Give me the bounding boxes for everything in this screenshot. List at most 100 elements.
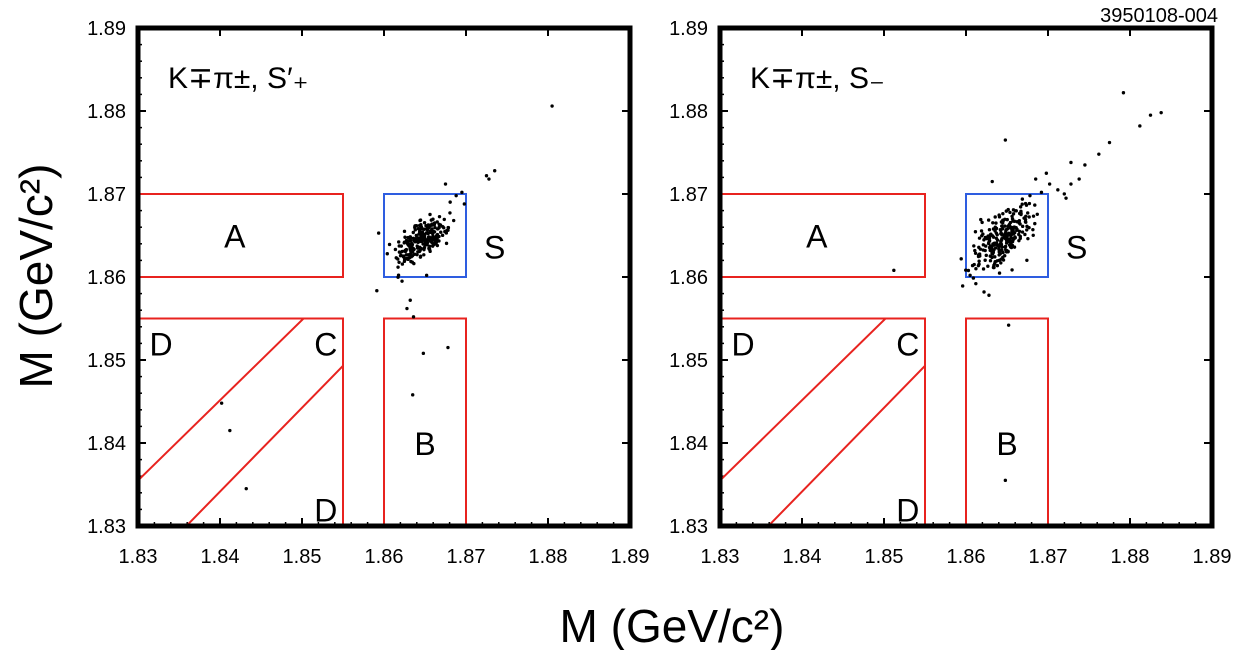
x-tick-label: 1.83 [119, 546, 158, 568]
x-tick-label: 1.88 [529, 546, 568, 568]
plot-frame [717, 25, 1215, 529]
signal-point [1003, 245, 1007, 249]
signal-point [1018, 205, 1023, 209]
signal-point [1026, 211, 1030, 215]
diagonal-line-upper [138, 318, 305, 482]
data-point [1077, 177, 1081, 181]
signal-point [1006, 250, 1010, 254]
signal-point [981, 243, 986, 247]
signal-point [981, 267, 986, 271]
data-point [487, 177, 491, 181]
region-C-diagonals [720, 318, 925, 526]
signal-point [1000, 233, 1004, 237]
signal-point [400, 249, 404, 254]
region-label-D-lower: D [896, 492, 919, 528]
region-label-A: A [806, 219, 828, 255]
signal-point [406, 242, 410, 247]
signal-point [986, 218, 991, 222]
signal-point [1013, 236, 1017, 240]
y-tick-label: 1.89 [87, 18, 126, 40]
signal-point [1027, 215, 1031, 219]
signal-point [429, 218, 434, 222]
signal-point [416, 246, 420, 250]
signal-point [1033, 221, 1037, 226]
signal-point [1001, 258, 1006, 262]
y-tick-label: 1.83 [87, 516, 126, 538]
signal-point [403, 235, 407, 239]
y-tick-label: 1.84 [87, 433, 126, 455]
signal-point [973, 230, 978, 234]
signal-point [987, 228, 992, 232]
signal-point [1002, 233, 1007, 237]
signal-point [999, 242, 1003, 246]
signal-point [1020, 230, 1025, 234]
data-point [1083, 163, 1087, 167]
signal-point [411, 230, 415, 235]
signal-point [431, 234, 435, 239]
signal-point [1011, 212, 1016, 216]
data-point [1003, 478, 1008, 483]
data-point [446, 345, 450, 350]
signal-point [1062, 192, 1067, 196]
signal-point [1008, 220, 1013, 225]
data-point [228, 428, 232, 433]
data-point [424, 273, 429, 278]
signal-point [427, 247, 431, 251]
signal-point [431, 244, 435, 248]
x-tick-label: 1.86 [947, 546, 986, 568]
signal-point [988, 248, 992, 253]
x-tick-label: 1.84 [201, 546, 240, 568]
region-B-box [383, 317, 467, 527]
region-label-B: B [996, 426, 1017, 462]
region-label-S: S [484, 229, 505, 265]
signal-point [972, 262, 976, 267]
signal-point [1001, 250, 1005, 255]
data-point [219, 401, 224, 405]
signal-point [1033, 203, 1037, 207]
y-tick-label: 1.83 [669, 516, 708, 538]
signal-point [987, 240, 991, 245]
data-point [400, 279, 404, 283]
signal-point [1027, 201, 1032, 206]
y-tick-label: 1.87 [87, 184, 126, 206]
signal-point [435, 227, 440, 231]
y-axis-title: M (GeV/c²) [10, 164, 62, 389]
signal-point [393, 247, 398, 252]
diagonal-line-lower [766, 364, 925, 526]
x-tick-label: 1.87 [447, 546, 486, 568]
x-tick-label: 1.85 [283, 546, 322, 568]
signal-point [1025, 258, 1029, 262]
region-label-S: S [1066, 229, 1087, 265]
signal-point [1005, 227, 1010, 231]
signal-point [987, 245, 992, 250]
y-tick-label: 1.85 [87, 350, 126, 372]
signal-point [1025, 224, 1029, 229]
signal-point [1001, 255, 1005, 259]
signal-point [1020, 202, 1024, 206]
signal-point [430, 231, 435, 236]
region-C-diagonals [138, 318, 343, 526]
signal-point [1035, 212, 1039, 217]
signal-point [984, 253, 988, 258]
signal-point [424, 231, 429, 235]
signal-point [375, 289, 379, 293]
signal-point [976, 263, 981, 268]
x-tick-label: 1.83 [701, 546, 740, 568]
signal-point [1006, 207, 1010, 212]
signal-point [442, 226, 446, 230]
signal-point [413, 224, 417, 228]
y-tick-label: 1.87 [669, 184, 708, 206]
region-label-C: C [896, 326, 919, 362]
signal-point [376, 231, 381, 235]
signal-point [991, 221, 995, 225]
signal-point [439, 230, 443, 234]
signal-point [1023, 220, 1028, 224]
signal-point [1024, 214, 1028, 219]
signal-point [999, 220, 1004, 224]
signal-point [396, 273, 401, 277]
region-B-box [965, 317, 1049, 527]
data-point [405, 306, 409, 311]
signal-point [992, 261, 997, 266]
x-tick-label: 1.89 [1193, 546, 1232, 568]
signal-point [1020, 197, 1025, 201]
